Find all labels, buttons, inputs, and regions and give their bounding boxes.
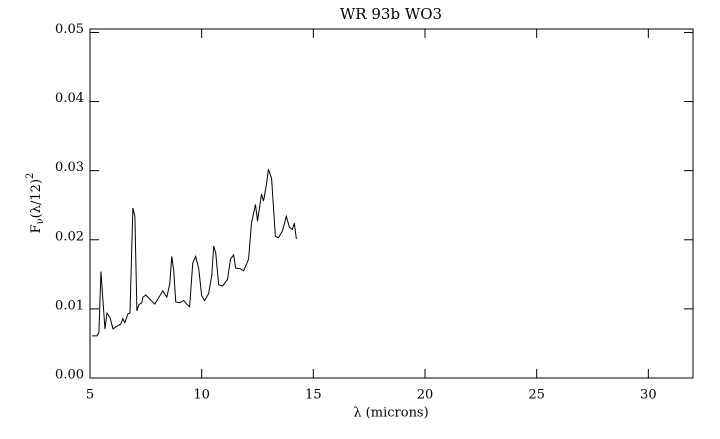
x-tick-label: 5 [86,388,94,403]
y-tick-label: 0.05 [55,22,84,37]
x-tick-label: 20 [417,388,434,403]
y-label-sub: ν [35,218,46,224]
x-tick-label: 10 [193,388,210,403]
plot-frame [89,28,694,379]
y-axis-label: Fν(λ/12)2 [25,173,46,234]
y-tick-label: 0.03 [55,160,84,175]
x-tick-label: 15 [305,388,322,403]
chart-title: WR 93b WO3 [340,5,442,23]
y-label-part: F [29,224,44,233]
x-axis-label: λ (microns) [353,406,428,421]
y-tick-label: 0.04 [55,91,84,106]
x-tick-label: 30 [640,388,657,403]
y-label-sup: 2 [25,173,36,179]
y-tick-label: 0.02 [55,229,84,244]
y-tick-label: 0.00 [55,368,84,383]
x-tick-label: 25 [528,388,545,403]
y-label-part: (λ/12) [29,179,44,218]
y-tick-label: 0.01 [55,298,84,313]
spectrum-line [92,169,297,337]
